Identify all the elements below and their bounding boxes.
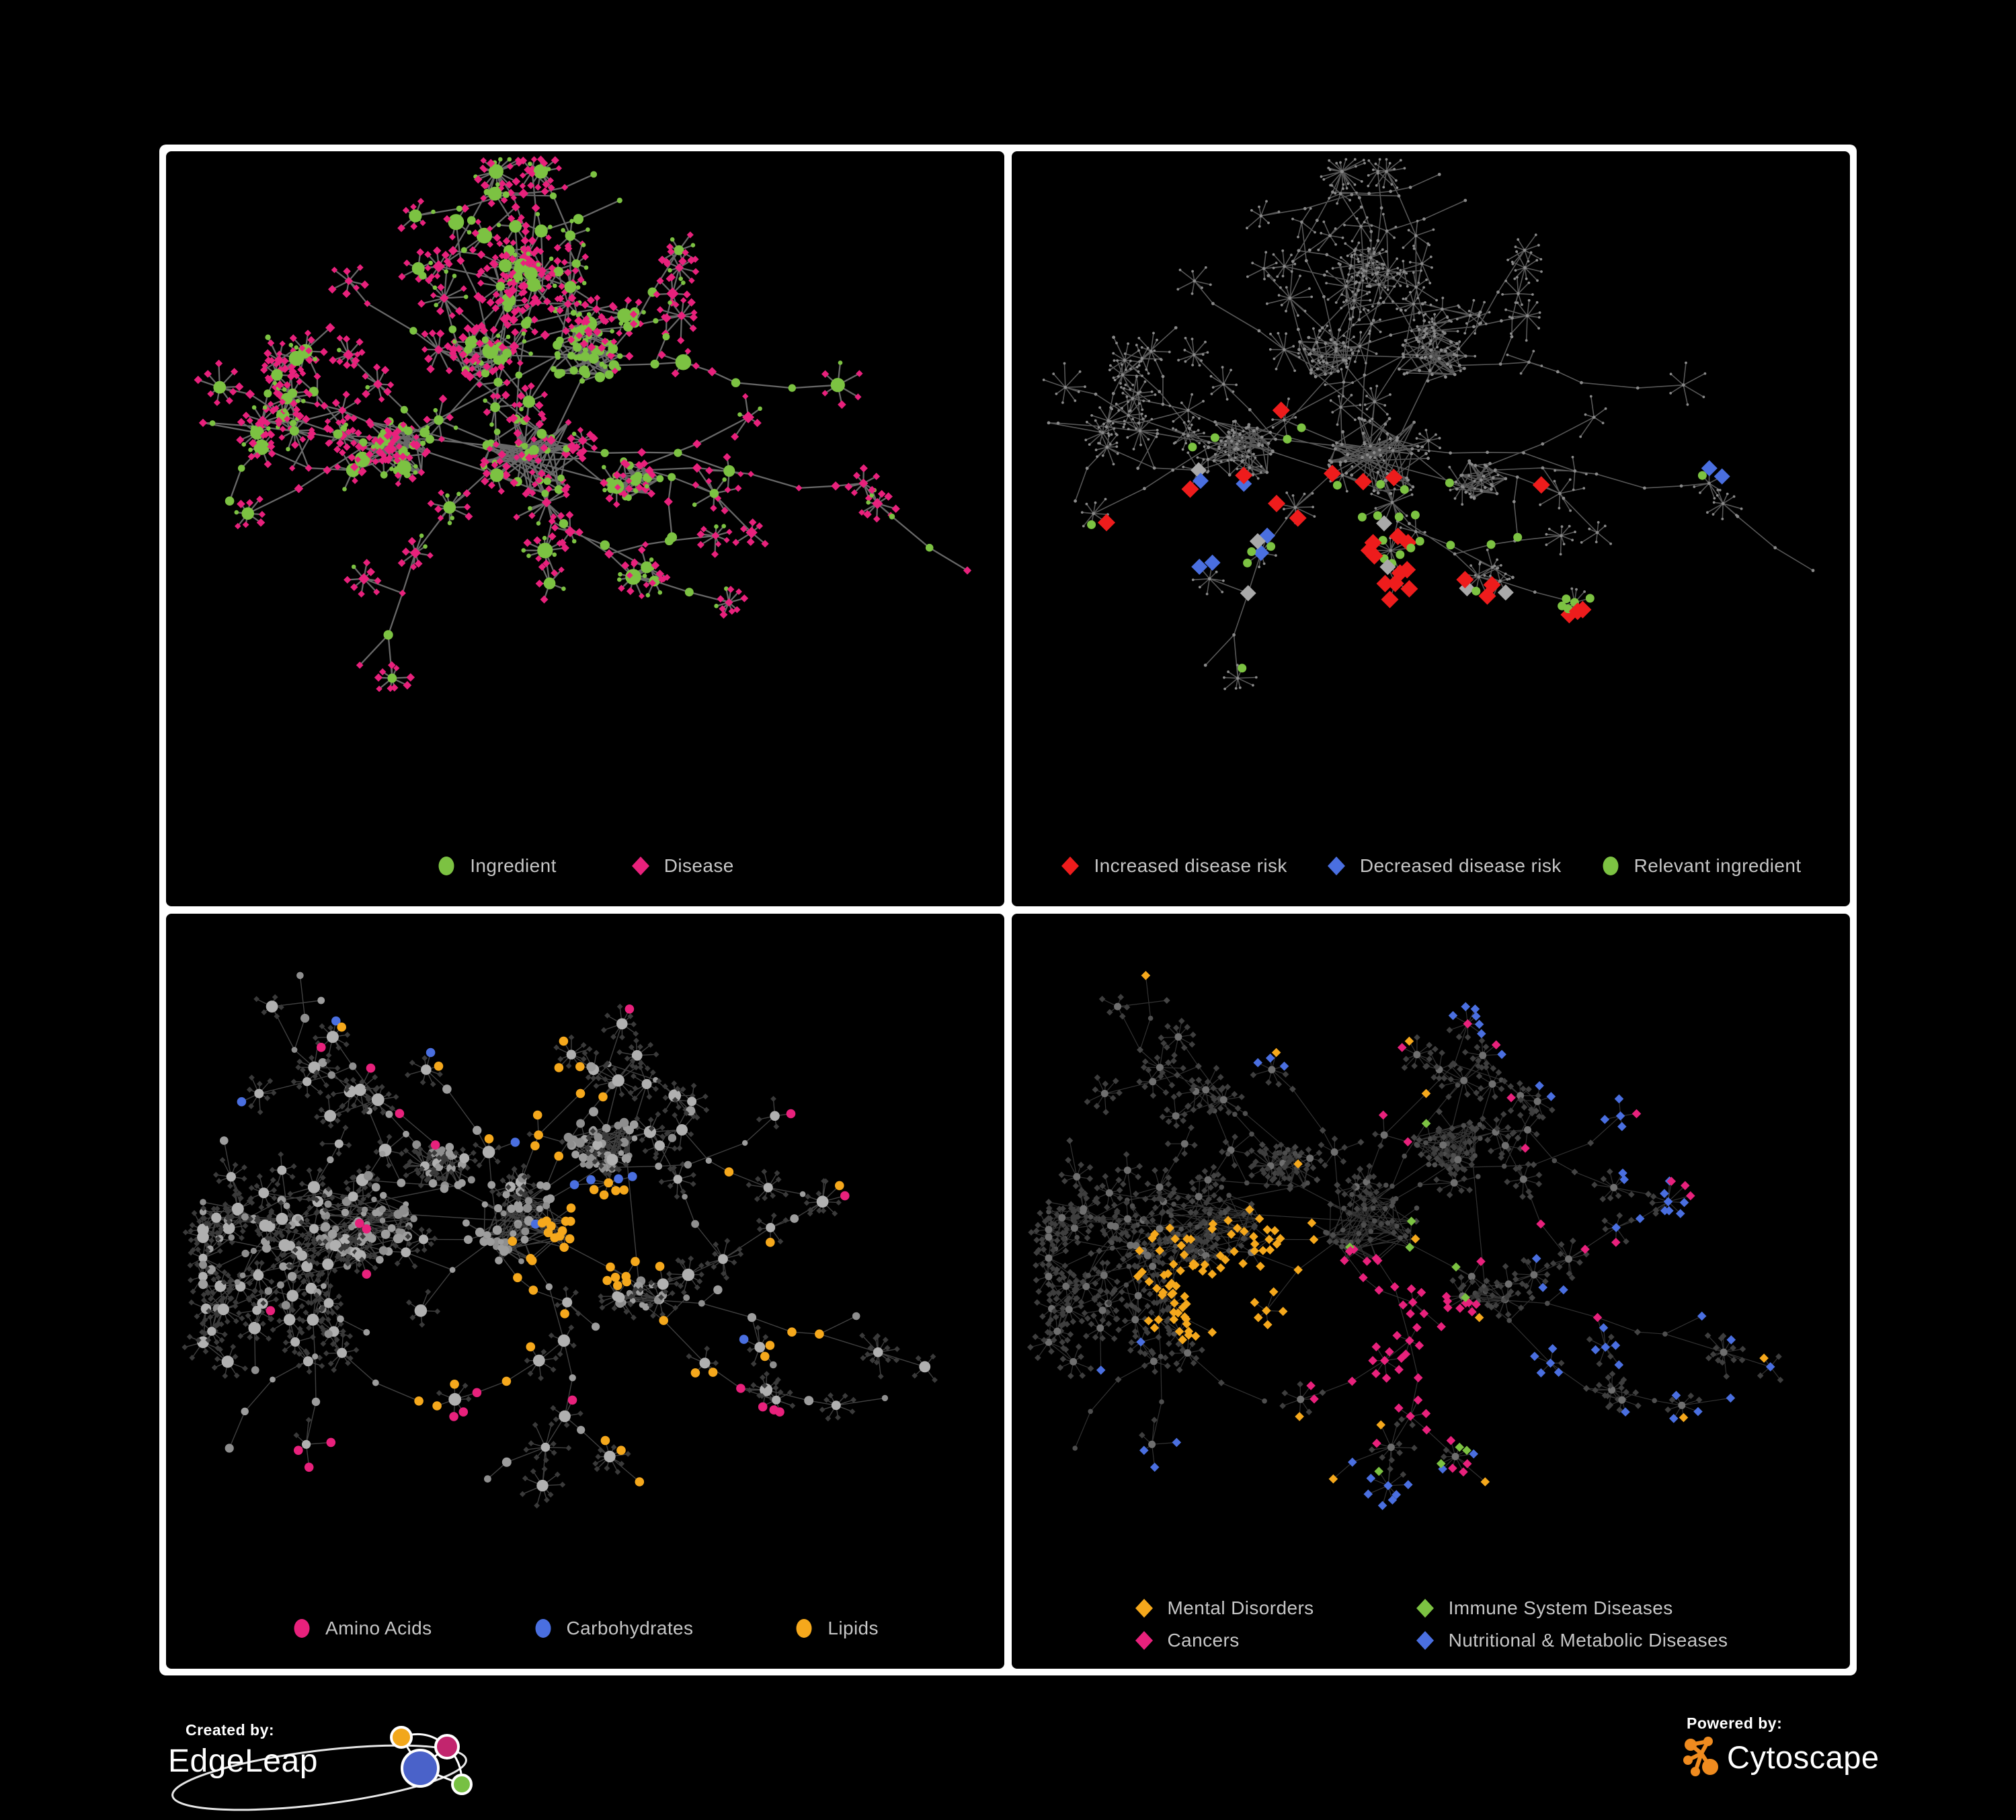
legend-label: Cancers (1167, 1630, 1240, 1651)
legend-label: Nutritional & Metabolic Diseases (1448, 1630, 1728, 1651)
legend-swatch-circle-icon (438, 857, 454, 875)
cytoscape-credit-block: Powered by: Cytoscape (1683, 1714, 1911, 1795)
created-by-label: Created by: (186, 1721, 275, 1739)
legend-label: Ingredient (470, 855, 557, 876)
network-graph-disease-risk (1042, 158, 1815, 690)
legend-label: Amino Acids (325, 1618, 432, 1638)
legend-swatch-diamond-icon (1061, 857, 1080, 875)
legend-swatch-circle-icon (1603, 857, 1619, 875)
legend-ingredient-disease: Ingredient Disease (166, 855, 1004, 877)
legend-swatch-diamond-icon (1327, 857, 1345, 875)
legend-nutrient-classes: Amino Acids Carbohydrates Lipids (166, 1618, 1004, 1639)
legend-swatch-diamond-icon (1135, 1599, 1153, 1618)
legend-item: Immune System Diseases (1415, 1597, 1728, 1619)
panel-ingredient-disease-network: Ingredient Disease (166, 151, 1004, 906)
legend-item: Decreased disease risk (1326, 855, 1562, 877)
powered-by-label: Powered by: (1687, 1714, 1783, 1732)
legend-item: Lipids (794, 1618, 879, 1639)
legend-item: Disease (631, 855, 734, 877)
network-graph-disease-classes (1027, 971, 1784, 1511)
edgeleap-network-icon (171, 1726, 473, 1811)
legend-swatch-diamond-icon (1416, 1599, 1434, 1618)
cytoscape-network-icon (1683, 1737, 1718, 1776)
legend-label: Increased disease risk (1094, 855, 1287, 876)
network-graph-ingredient-disease (194, 155, 972, 693)
legend-label: Carbohydrates (566, 1618, 694, 1638)
legend-label: Decreased disease risk (1359, 855, 1562, 876)
panel-nutrient-classes-network: Amino Acids Carbohydrates Lipids (166, 914, 1004, 1669)
legend-item: Nutritional & Metabolic Diseases (1415, 1630, 1728, 1651)
white-frame: Ingredient Disease Increased disease risk… (159, 145, 1857, 1675)
panel-disease-classes-network: Mental Disorders Immune System Diseases Ca… (1012, 914, 1850, 1669)
cytoscape-wordmark: Cytoscape (1727, 1739, 1880, 1775)
panel-disease-risk-network: Increased disease risk Decreased disease … (1012, 151, 1850, 906)
edgeleap-wordmark: EdgeLeap (168, 1743, 318, 1779)
legend-item: Carbohydrates (533, 1618, 694, 1639)
edgeleap-credit-block: Created by: EdgeLeap (161, 1716, 497, 1817)
legend-swatch-circle-icon (294, 1619, 310, 1638)
legend-item: Cancers (1134, 1630, 1314, 1651)
legend-swatch-circle-icon (796, 1619, 812, 1638)
network-graph-nutrient-classes (182, 972, 938, 1509)
legend-disease-risk: Increased disease risk Decreased disease … (1012, 855, 1850, 877)
legend-swatch-diamond-icon (631, 857, 649, 875)
legend-label: Relevant ingredient (1634, 855, 1802, 876)
legend-item: Increased disease risk (1060, 855, 1287, 877)
legend-label: Disease (663, 855, 734, 876)
legend-label: Mental Disorders (1167, 1597, 1314, 1618)
legend-item: Mental Disorders (1134, 1597, 1314, 1619)
legend-swatch-diamond-icon (1135, 1631, 1153, 1650)
legend-item: Ingredient (436, 855, 557, 877)
legend-swatch-diamond-icon (1416, 1631, 1434, 1650)
legend-disease-classes: Mental Disorders Immune System Diseases Ca… (1134, 1597, 1728, 1651)
legend-item: Relevant ingredient (1601, 855, 1802, 877)
legend-item: Amino Acids (292, 1618, 432, 1639)
legend-swatch-circle-icon (535, 1619, 551, 1638)
legend-label: Immune System Diseases (1448, 1597, 1673, 1618)
legend-label: Lipids (828, 1618, 879, 1638)
